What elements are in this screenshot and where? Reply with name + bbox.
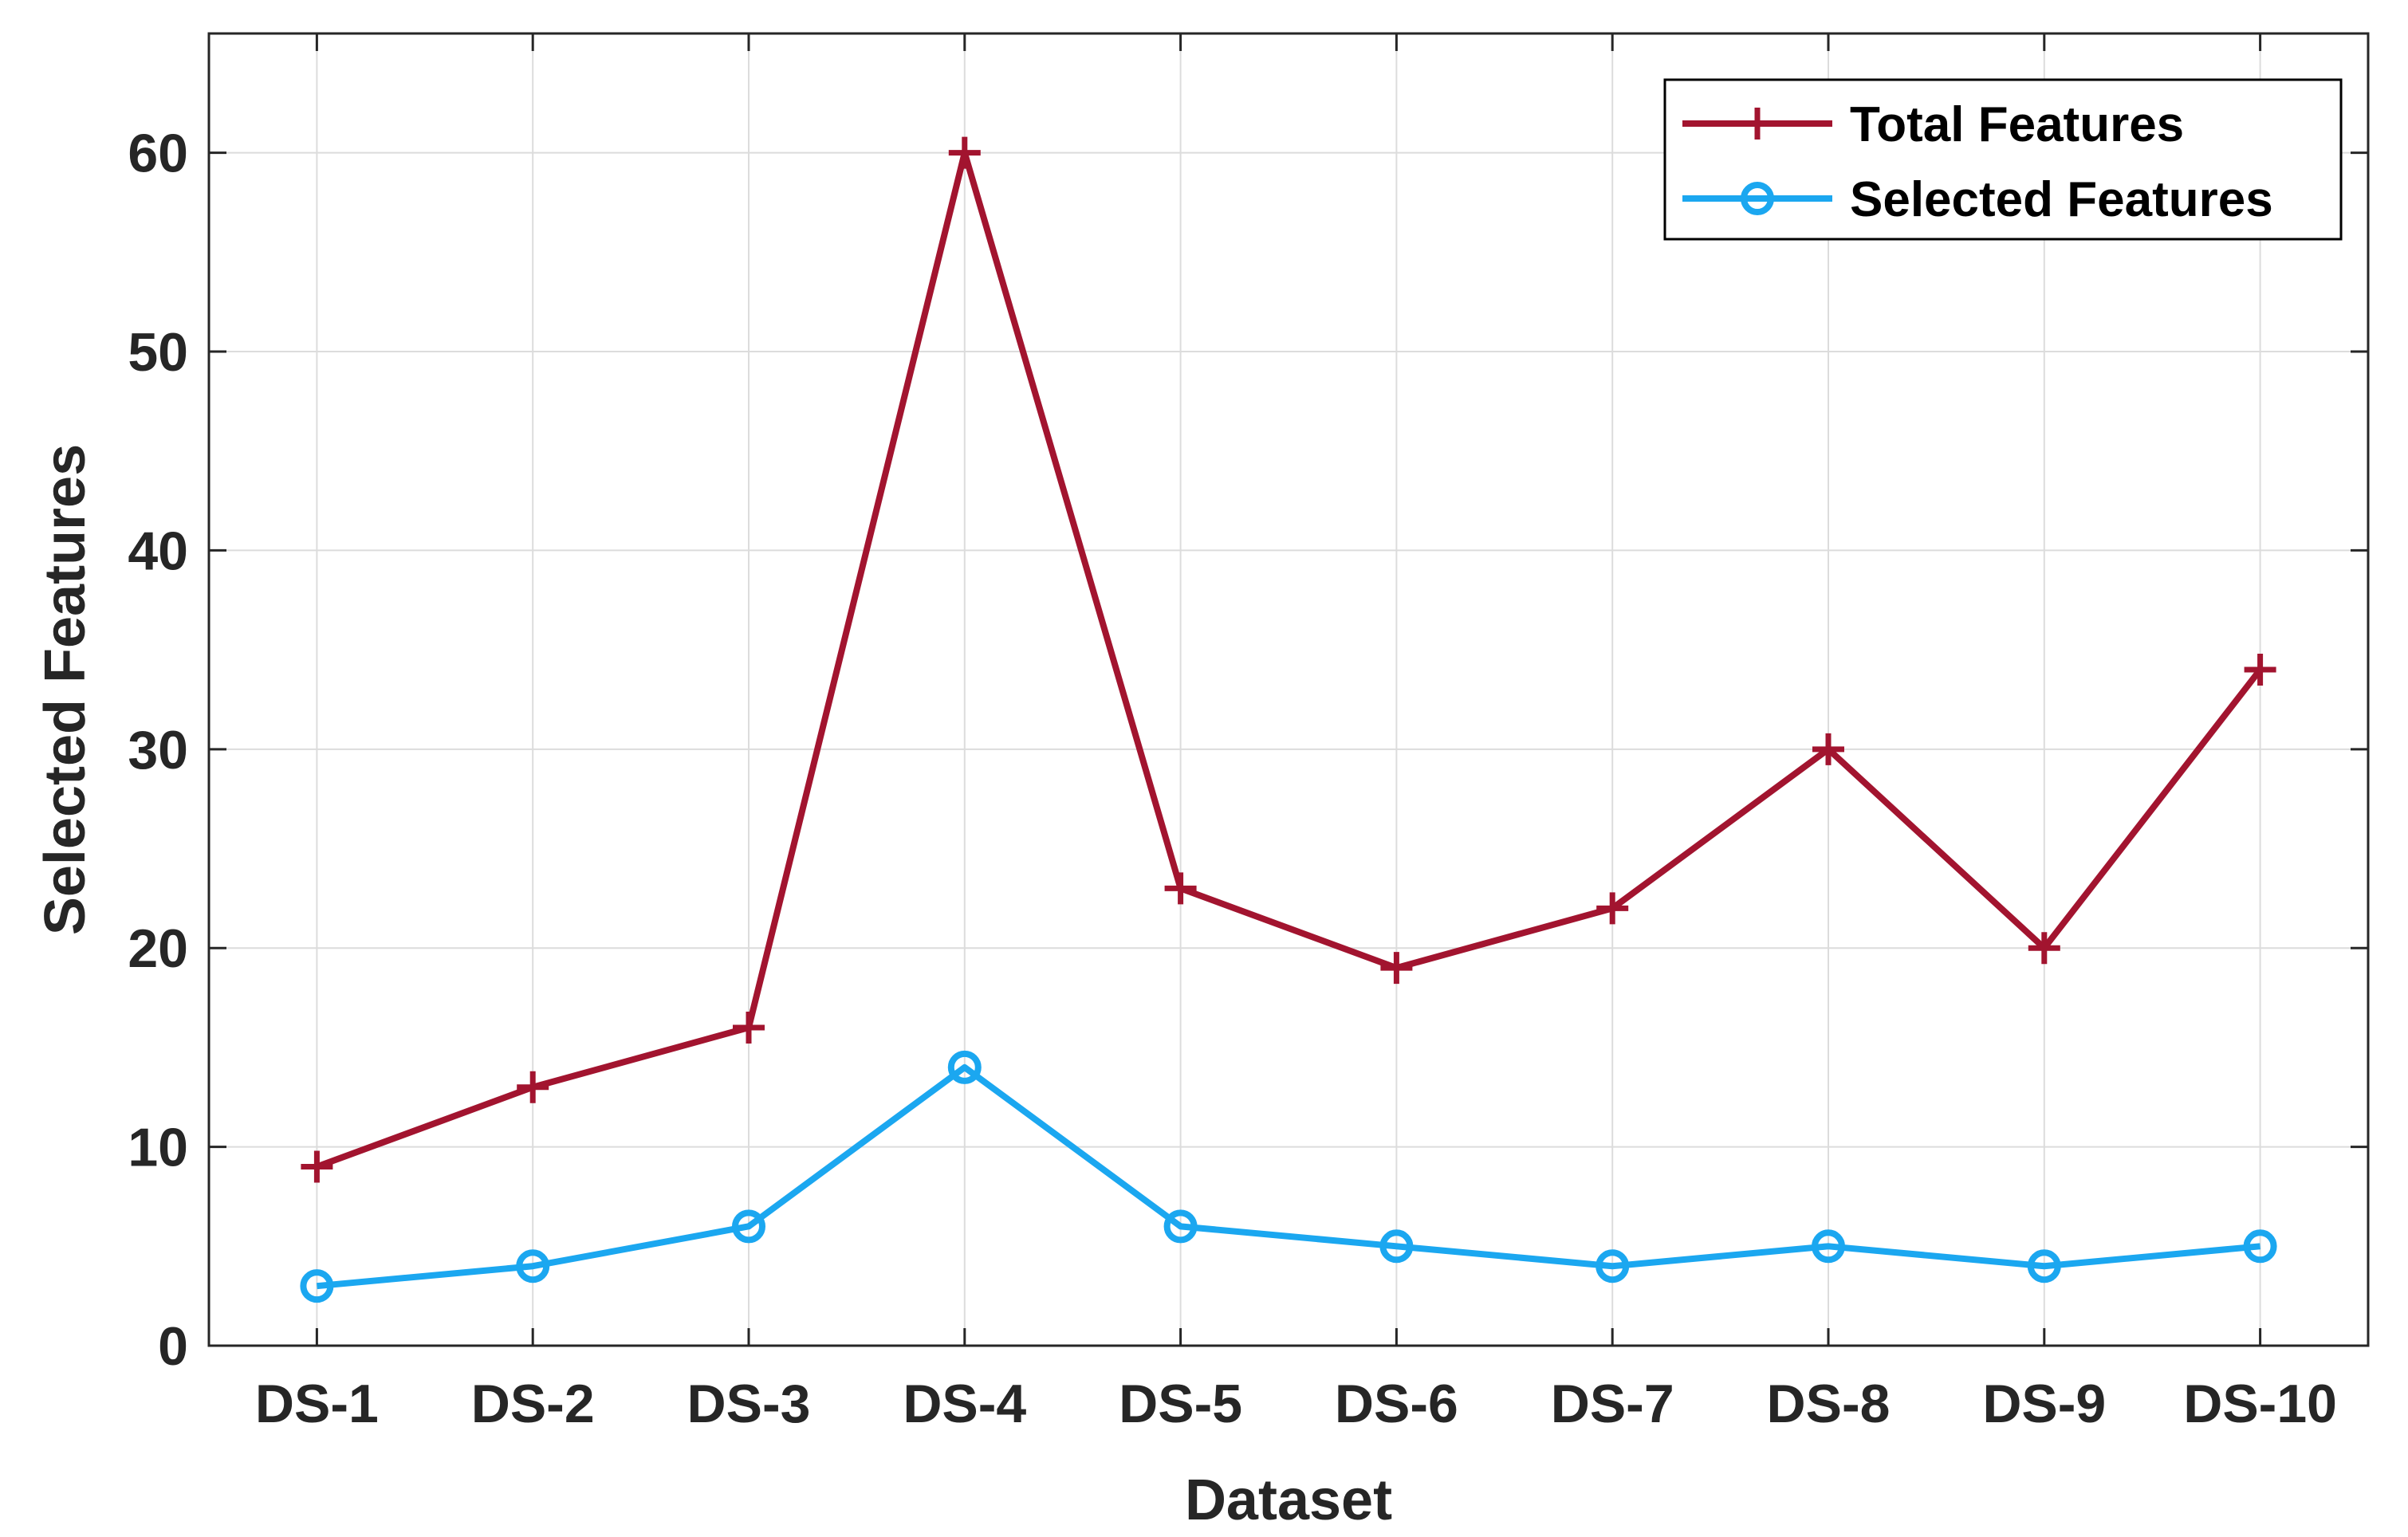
series-selected-features: [300, 1050, 2277, 1303]
x-tick-label: DS-8: [1767, 1374, 1891, 1434]
legend-marker: [1741, 182, 1774, 215]
legend-label: Total Features: [1850, 97, 2184, 152]
x-tick-label: DS-4: [903, 1374, 1026, 1434]
x-tick-label: DS-7: [1551, 1374, 1674, 1434]
data-point: [1596, 892, 1629, 925]
x-tick-label: DS-10: [2183, 1374, 2337, 1434]
series-line: [317, 1063, 2260, 1290]
legend-box: [1663, 78, 2343, 241]
y-tick-label: 20: [128, 918, 188, 979]
y-tick-label: 10: [128, 1118, 188, 1178]
x-tick-label: DS-2: [471, 1374, 595, 1434]
data-point: [1812, 1229, 1845, 1264]
data-point: [2027, 1249, 2061, 1283]
data-point: [2243, 1229, 2277, 1264]
x-tick-label: DS-6: [1335, 1374, 1458, 1434]
data-point: [1379, 1229, 1414, 1264]
y-tick-label: 40: [128, 521, 188, 581]
data-point: [733, 1011, 765, 1044]
series-line: [316, 149, 2263, 1170]
series-total-features: [301, 136, 2276, 1183]
data-point: [516, 1249, 550, 1283]
data-point: [2244, 654, 2276, 686]
plot-area-frame: [207, 32, 2370, 1347]
y-tick-label: 30: [128, 720, 188, 780]
data-point: [517, 1071, 549, 1103]
data-point: [948, 136, 981, 169]
data-point: [1812, 733, 1844, 765]
x-tick-label: DS-3: [687, 1374, 811, 1434]
y-axis-title: Selected Features: [33, 444, 97, 935]
grid: [209, 33, 2368, 1346]
data-point: [1164, 872, 1197, 905]
data-point: [1595, 1249, 1630, 1283]
y-tick-label: 0: [158, 1316, 188, 1377]
data-point: [732, 1209, 765, 1244]
series-layer: [300, 136, 2277, 1303]
x-tick-labels: DS-1 DS-2 DS-3 DS-4 DS-5 DS-6 DS-7 DS-8 DS-9 DS-1…: [255, 1374, 2337, 1434]
data-point: [1380, 952, 1413, 985]
y-tick-labels: 0 10 20 30 40 50 60: [128, 124, 188, 1377]
x-tick-label: DS-5: [1119, 1374, 1242, 1434]
data-point: [300, 1269, 334, 1303]
data-point: [1163, 1209, 1198, 1244]
x-axis-title: Dataset: [1185, 1468, 1392, 1532]
data-point: [2028, 932, 2060, 965]
y-tick-label: 50: [128, 322, 188, 383]
x-tick-label: DS-9: [1982, 1374, 2106, 1434]
tick-marks: [209, 33, 2368, 1347]
data-point: [947, 1050, 982, 1084]
y-tick-label: 60: [128, 124, 188, 184]
legend-marker: [1741, 108, 1773, 140]
legend-label: Selected Features: [1850, 172, 2273, 227]
legend: Total Features Selected Features: [1663, 78, 2343, 241]
x-tick-label: DS-1: [255, 1374, 379, 1434]
data-point: [301, 1150, 333, 1183]
